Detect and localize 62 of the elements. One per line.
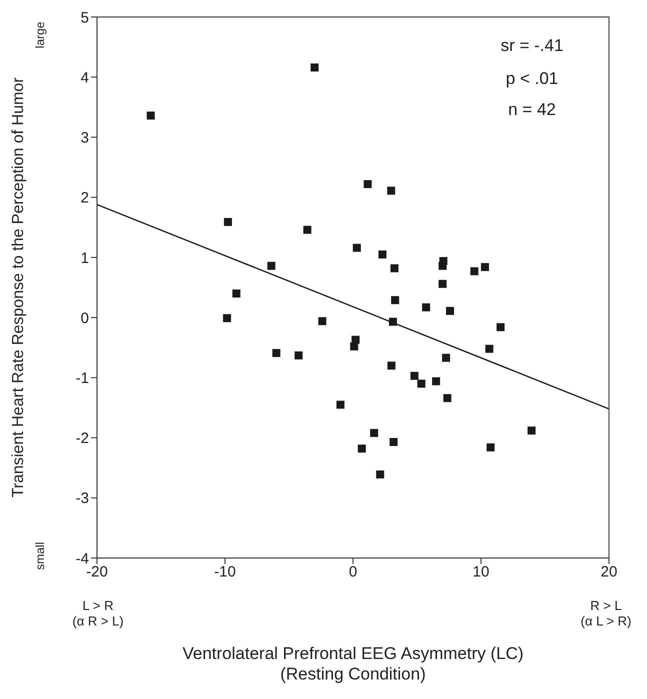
point <box>336 400 344 409</box>
point <box>224 218 232 226</box>
x-tick-label: 20 <box>600 564 618 581</box>
point <box>358 444 366 453</box>
annotation: n = 42 <box>508 100 556 118</box>
point <box>318 317 326 326</box>
point <box>378 250 386 258</box>
point <box>272 349 280 358</box>
y-tick-label: -4 <box>76 550 89 568</box>
point <box>146 112 155 120</box>
point <box>390 264 398 272</box>
point <box>364 180 372 188</box>
y-tick-label: -1 <box>76 370 89 387</box>
y-tick-label: 1 <box>80 250 89 267</box>
point <box>470 267 478 276</box>
point <box>528 426 536 435</box>
point <box>432 377 440 386</box>
point <box>310 63 319 72</box>
point <box>352 244 361 252</box>
annotation: p < .01 <box>506 68 558 88</box>
x-tick-label: 0 <box>348 564 358 581</box>
point <box>438 262 447 270</box>
point <box>443 394 452 402</box>
y-tick-label: -2 <box>76 430 89 448</box>
point <box>387 186 396 195</box>
y-tick-label: -3 <box>76 490 89 508</box>
point <box>410 372 418 380</box>
x-tick-label: -10 <box>214 564 236 581</box>
point <box>417 380 426 388</box>
point <box>391 296 400 304</box>
point <box>485 344 494 353</box>
point <box>486 443 495 452</box>
point <box>390 438 398 446</box>
y-tick-label: 2 <box>80 190 89 207</box>
point <box>438 280 447 288</box>
x-tick-label: 10 <box>472 564 490 581</box>
y-tick-label: 0 <box>80 310 89 327</box>
x-tick-label: -20 <box>86 564 108 581</box>
point <box>442 354 450 362</box>
point <box>496 323 505 332</box>
x-axis-title: Ventrolateral Prefrontal EEG Asymmetry (LC) (Resting Condition) <box>182 644 524 683</box>
point <box>422 303 430 312</box>
text: large <box>33 21 47 48</box>
point <box>387 362 396 370</box>
point <box>370 428 378 437</box>
y-tick-label: 3 <box>80 130 89 147</box>
point <box>446 306 454 315</box>
point <box>232 290 240 298</box>
annotation: sr = -.41 <box>500 36 564 54</box>
point <box>350 342 358 350</box>
point <box>267 262 276 270</box>
text: L > R (α R > L) <box>72 598 124 628</box>
y-tick-label: 5 <box>80 9 89 26</box>
point <box>223 314 232 322</box>
point <box>480 263 489 272</box>
point <box>294 351 303 360</box>
y-axis-title: Transient Heart Rate Response to the Perception of Humor <box>10 76 26 498</box>
text: small <box>33 542 47 570</box>
point <box>376 470 384 478</box>
text: R > L (α L > R) <box>580 598 632 628</box>
y-tick-label: 4 <box>80 69 89 86</box>
point <box>303 226 312 234</box>
